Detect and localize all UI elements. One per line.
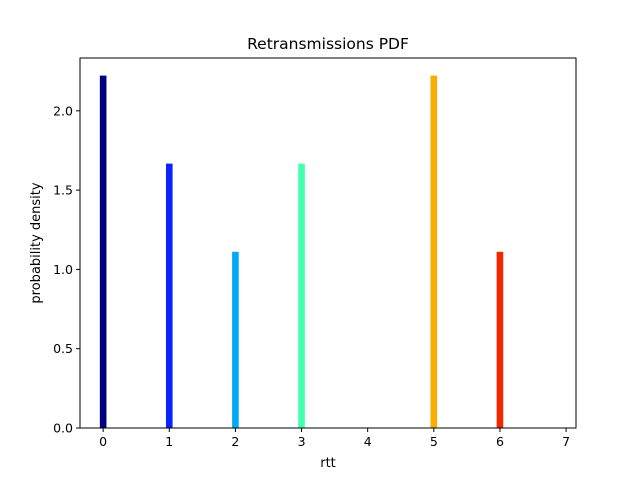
bar-rtt-1: [165, 163, 173, 428]
plot-area: [80, 58, 576, 428]
x-tick-label: 1: [165, 434, 173, 449]
y-tick-label: 0.5: [53, 341, 73, 356]
bar-rtt-5: [430, 75, 438, 428]
x-tick-label: 5: [430, 434, 438, 449]
x-tick-label: 2: [231, 434, 239, 449]
chart-title: Retransmissions PDF: [247, 35, 409, 53]
y-tick-label: 0.0: [53, 421, 73, 436]
y-tick-label: 2.0: [53, 103, 73, 118]
bar-rtt-3: [298, 163, 305, 428]
x-tick-label: 3: [298, 434, 306, 449]
x-tick-label: 4: [364, 434, 372, 449]
plot-frame: [79, 57, 577, 429]
bar-rtt-2: [232, 251, 239, 428]
y-tick-label: 1.5: [53, 183, 73, 198]
x-tick-label: 6: [496, 434, 504, 449]
y-axis-label: probability density: [29, 182, 44, 303]
bar-rtt-6: [496, 251, 504, 428]
ticks: 0 1 2 3 4 5 6 7 0.0 0.5 1.0 1.5 2.0: [53, 103, 570, 449]
x-tick-label: 0: [99, 434, 107, 449]
bar-rtt-0: [99, 75, 107, 428]
x-axis-label: rtt: [320, 456, 336, 471]
bars: [99, 75, 504, 428]
y-tick-label: 1.0: [53, 262, 73, 277]
x-tick-label: 7: [562, 434, 570, 449]
